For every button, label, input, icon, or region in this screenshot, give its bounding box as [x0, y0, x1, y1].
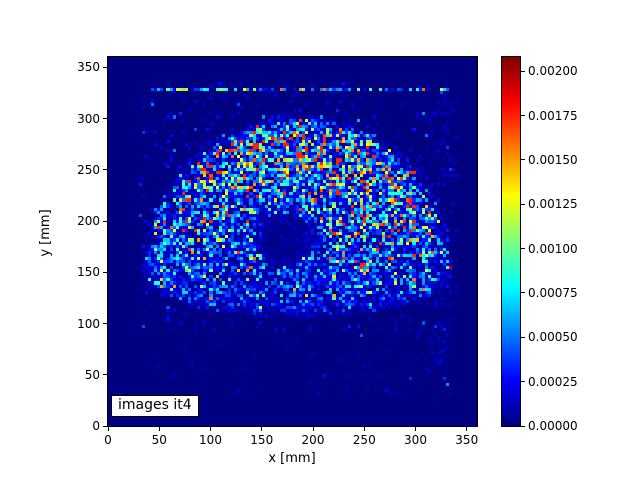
- x-tick-mark: [312, 427, 314, 431]
- y-axis-label: y [mm]: [38, 209, 53, 257]
- y-tick-mark: [103, 323, 107, 324]
- colorbar-tick-mark: [521, 159, 525, 161]
- colorbar-tick-label: 0.00150: [528, 152, 578, 167]
- colorbar-tick-label: 0.00125: [528, 197, 578, 212]
- heatmap-image: [108, 57, 477, 426]
- colorbar-tick-label: 0.00100: [528, 241, 578, 256]
- x-tick-label: 100: [199, 433, 222, 447]
- y-tick-mark: [103, 66, 107, 68]
- x-tick-label: 0: [104, 433, 112, 447]
- x-tick-label: 150: [250, 433, 274, 447]
- x-tick-label: 50: [151, 433, 167, 447]
- x-tick-mark: [415, 427, 416, 431]
- annotation-text: images it4: [118, 397, 192, 413]
- y-tick-mark: [103, 220, 107, 222]
- colorbar-tick-mark: [521, 292, 525, 294]
- x-tick-mark: [363, 427, 365, 431]
- colorbar-tick-mark: [521, 70, 525, 72]
- y-tick-label: 350: [77, 60, 100, 75]
- colorbar-tick-mark: [521, 381, 525, 383]
- colorbar: [501, 56, 521, 427]
- colorbar-tick-mark: [521, 425, 525, 427]
- y-tick-label: 300: [77, 111, 100, 126]
- x-tick-label: 250: [352, 433, 376, 447]
- y-tick-label: 200: [77, 214, 100, 228]
- y-tick-label: 150: [77, 265, 100, 280]
- y-tick-label: 100: [77, 316, 100, 331]
- x-tick-label: 200: [301, 433, 325, 447]
- y-tick-label: 250: [77, 162, 100, 177]
- colorbar-tick-mark: [521, 203, 525, 205]
- y-tick-mark: [103, 374, 107, 376]
- y-tick-label: 50: [84, 367, 100, 382]
- colorbar-gradient: [502, 57, 520, 426]
- colorbar-tick-label: 0.00075: [528, 285, 578, 300]
- x-tick-label: 350: [455, 433, 479, 447]
- colorbar-tick-label: 0.00200: [528, 64, 578, 79]
- plot-area: images it4: [107, 56, 478, 427]
- colorbar-tick-label: 0.00000: [528, 419, 578, 433]
- colorbar-tick-mark: [521, 115, 525, 117]
- x-axis-label: x [mm]: [268, 451, 316, 466]
- y-tick-mark: [103, 118, 107, 119]
- x-tick-label: 300: [404, 433, 427, 447]
- y-tick-mark: [103, 271, 107, 273]
- x-tick-mark: [107, 427, 109, 431]
- colorbar-tick-label: 0.00050: [528, 330, 578, 345]
- x-tick-mark: [261, 427, 263, 431]
- y-tick-label: 0: [92, 419, 100, 433]
- colorbar-tick-mark: [521, 248, 525, 250]
- x-tick-mark: [210, 427, 211, 431]
- colorbar-tick-mark: [521, 336, 525, 338]
- x-tick-mark: [158, 427, 160, 431]
- colorbar-tick-label: 0.00175: [528, 108, 578, 123]
- colorbar-tick-label: 0.00025: [528, 374, 578, 389]
- x-tick-mark: [466, 427, 468, 431]
- y-tick-mark: [103, 425, 107, 427]
- y-tick-mark: [103, 169, 107, 171]
- annotation-box: images it4: [111, 395, 199, 417]
